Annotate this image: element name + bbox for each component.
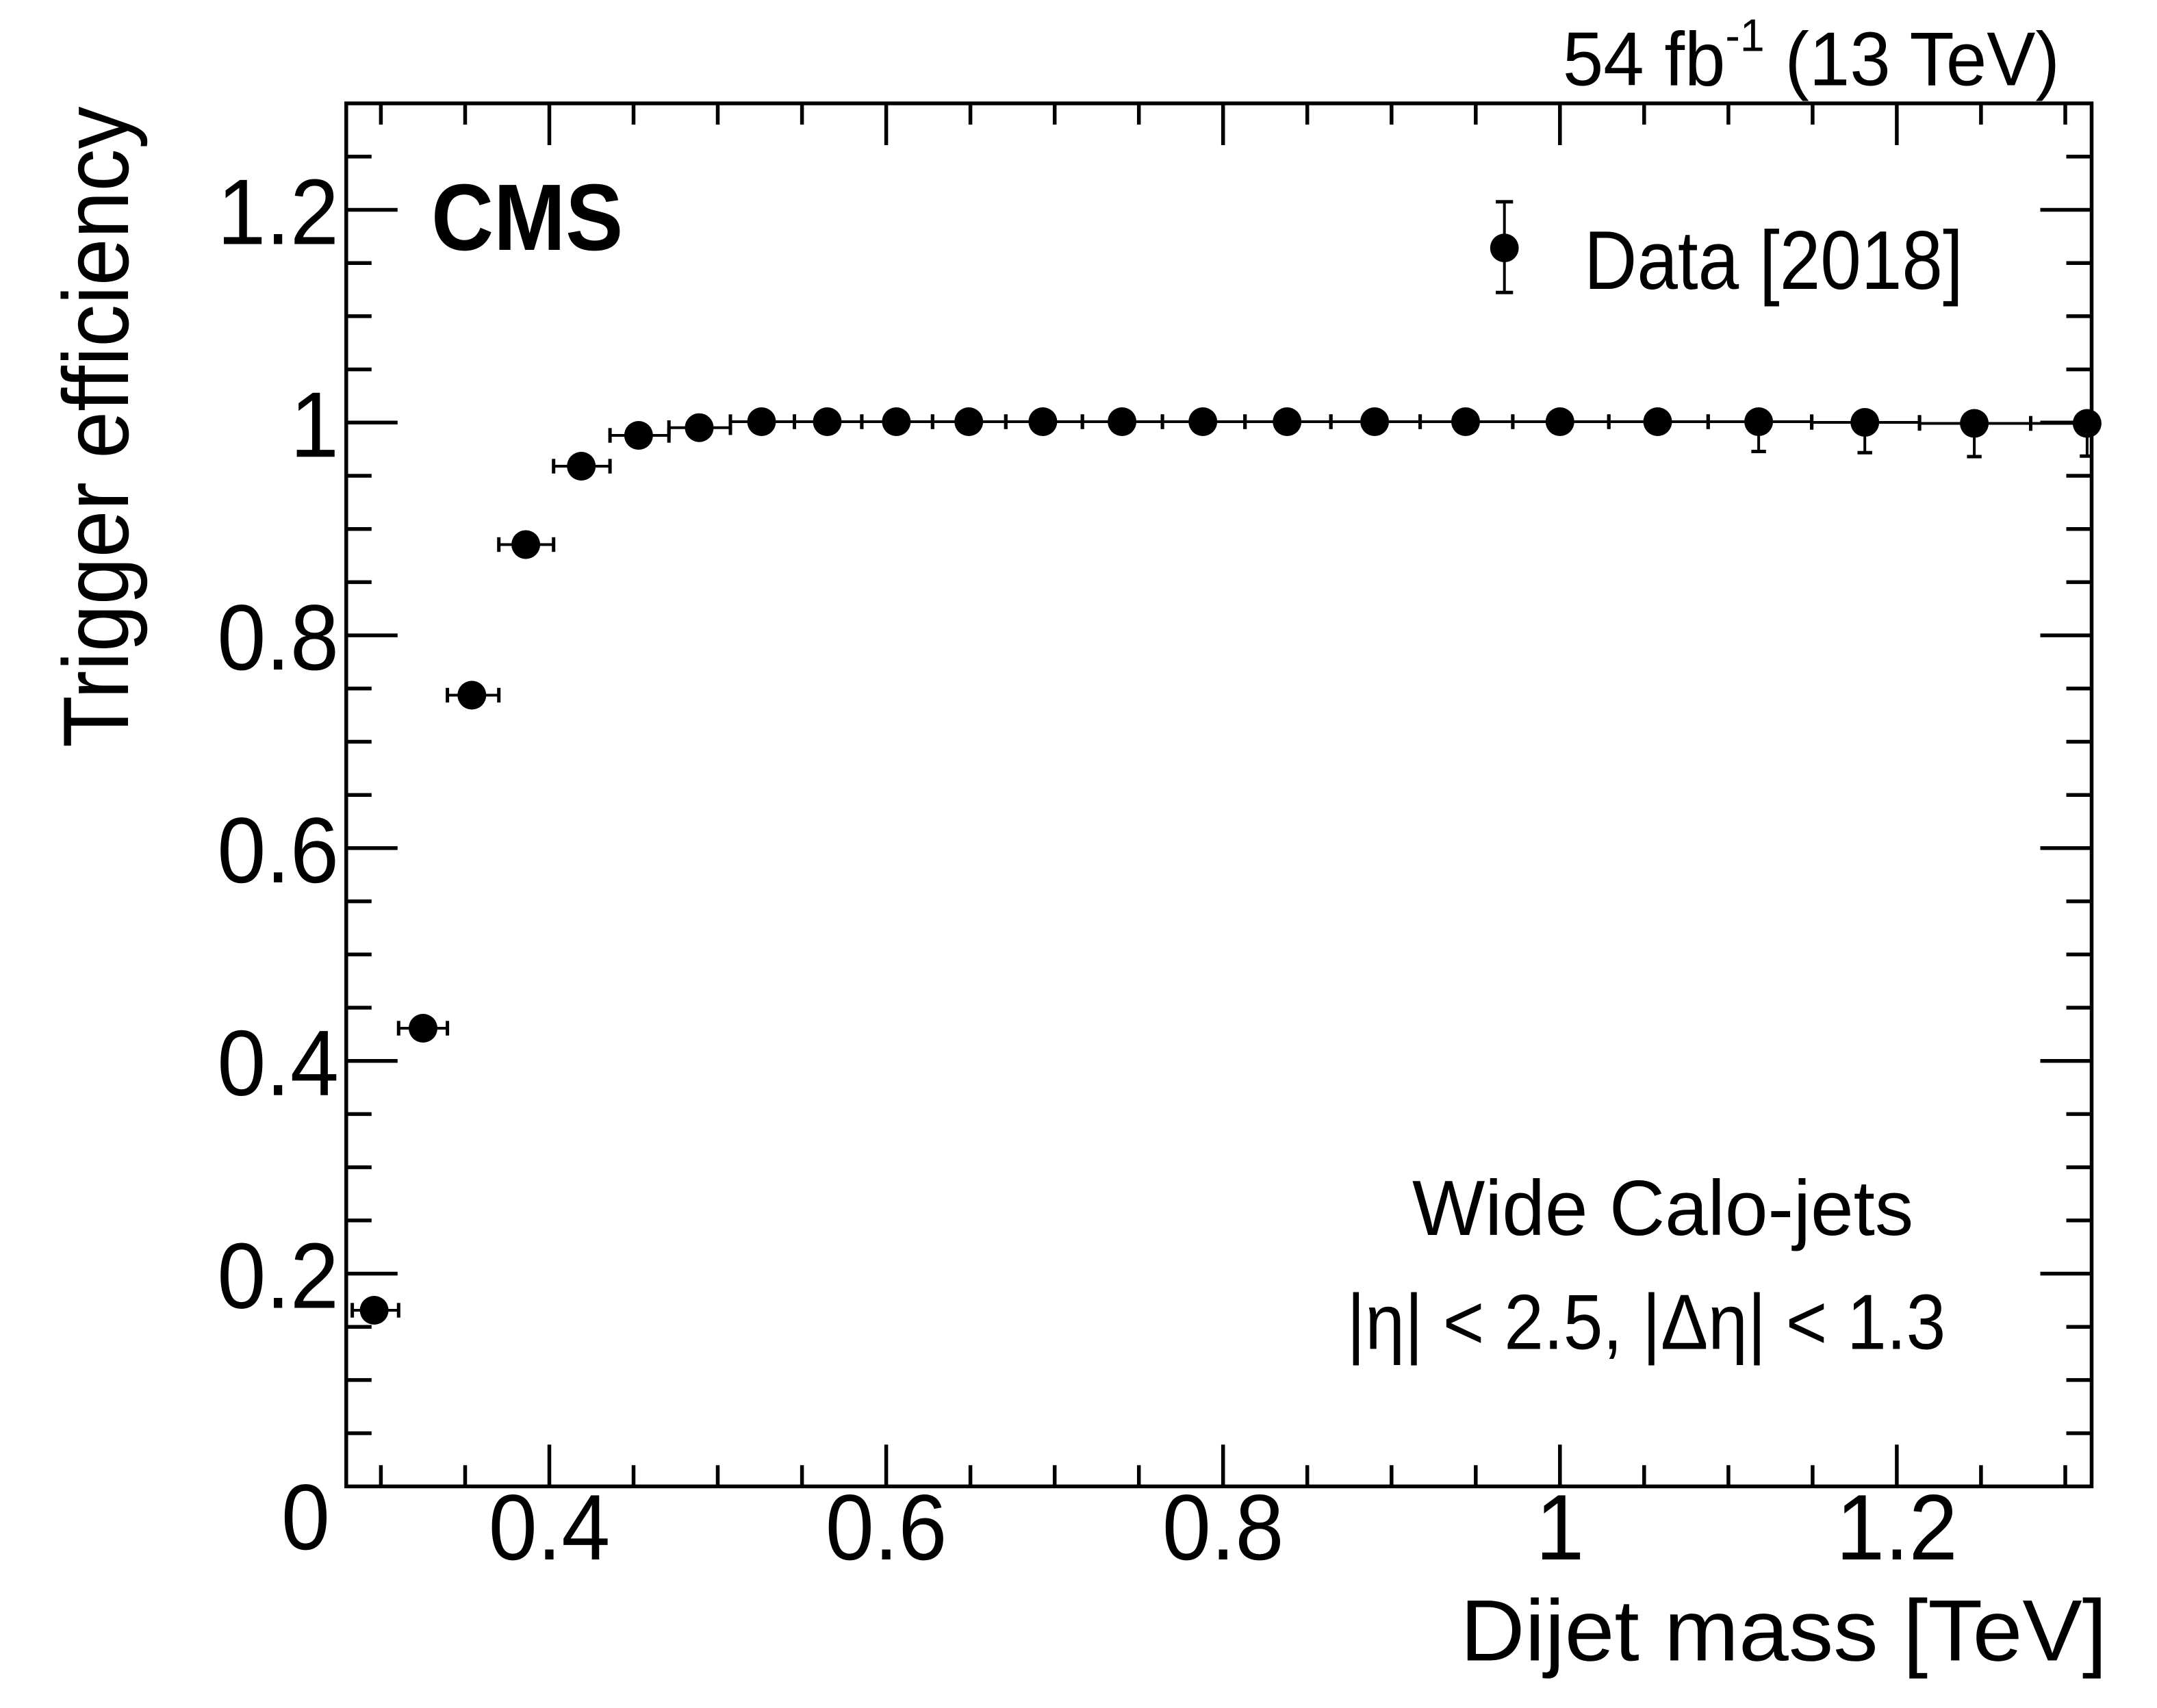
svg-text:54 fb-1 (13 TeV): 54 fb-1 (13 TeV) [1563, 9, 2060, 102]
svg-text:0.2: 0.2 [217, 1224, 339, 1327]
svg-text:Wide Calo-jets: Wide Calo-jets [1412, 1165, 1913, 1253]
svg-text:Data [2018]: Data [2018] [1584, 214, 1963, 307]
svg-text:0.6: 0.6 [217, 798, 339, 902]
svg-text:0.8: 0.8 [217, 585, 339, 689]
svg-text:1.2: 1.2 [1836, 1475, 1958, 1579]
svg-text:CMS: CMS [431, 165, 623, 270]
svg-text:0.4: 0.4 [217, 1011, 339, 1114]
svg-text:1.2: 1.2 [217, 160, 339, 264]
svg-text:Dijet mass [TeV]: Dijet mass [TeV] [1460, 1582, 2107, 1679]
svg-text:0.8: 0.8 [1162, 1475, 1284, 1579]
svg-text:0.4: 0.4 [489, 1475, 611, 1579]
svg-text:1: 1 [290, 373, 339, 476]
svg-text:0.6: 0.6 [826, 1475, 947, 1579]
svg-text:1: 1 [1535, 1475, 1584, 1579]
svg-text:0: 0 [281, 1465, 330, 1568]
svg-text:|η| < 2.5, |Δη| < 1.3: |η| < 2.5, |Δη| < 1.3 [1346, 1279, 1945, 1366]
svg-text:Trigger efficiency: Trigger efficiency [44, 107, 149, 748]
